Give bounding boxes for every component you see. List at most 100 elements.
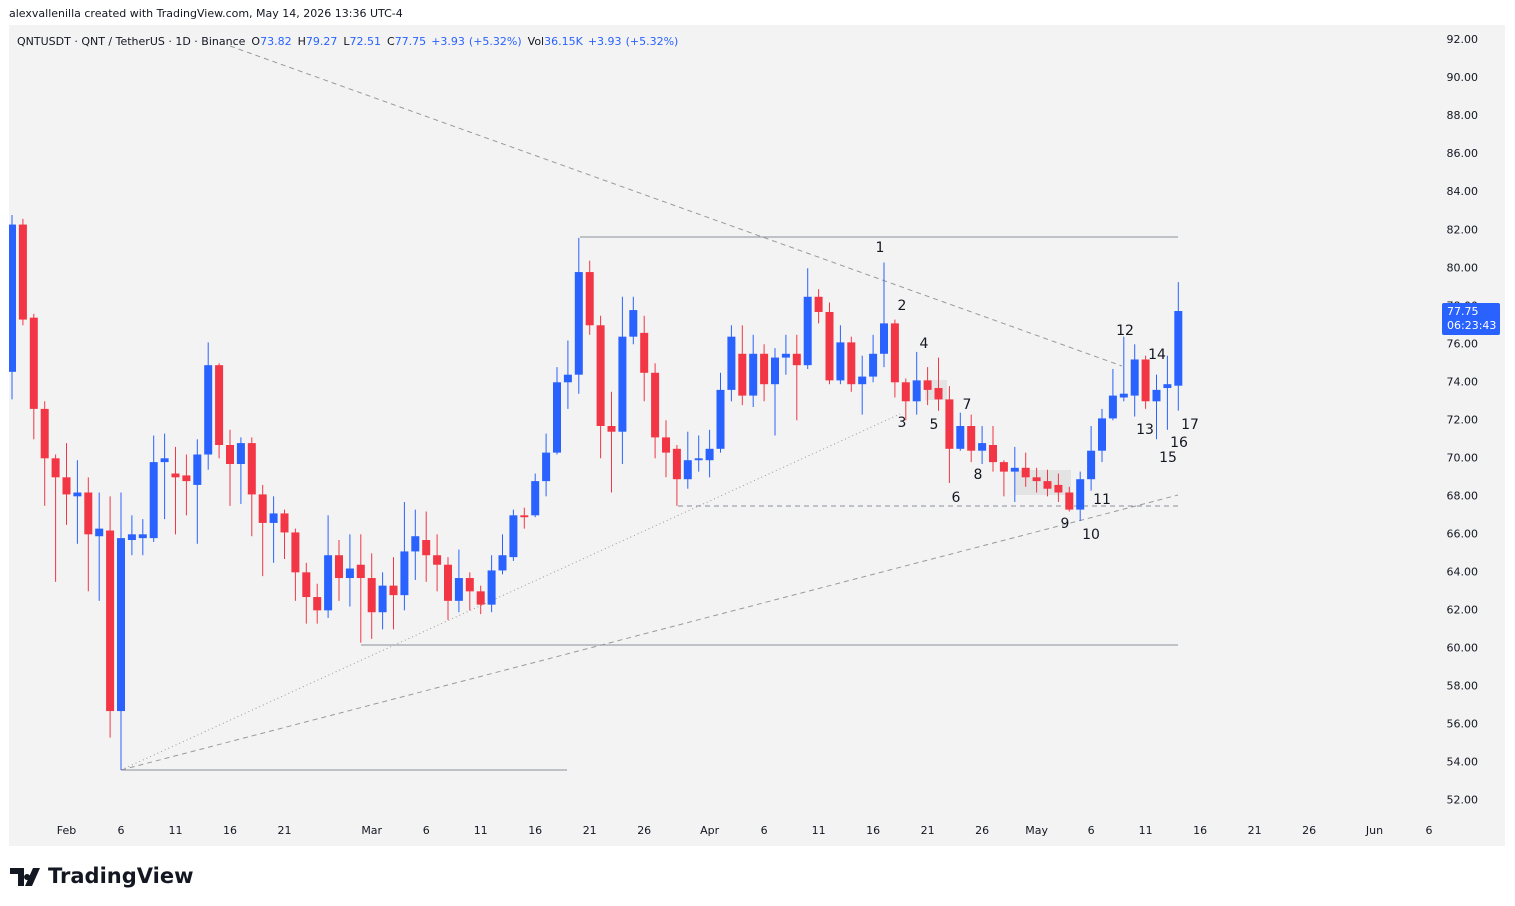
change: +3.93 — [431, 35, 465, 48]
x-tick-label: 6 — [118, 824, 125, 837]
candle-body — [40, 408, 49, 459]
candle-body — [226, 445, 234, 465]
x-tick-label: Feb — [57, 824, 76, 837]
candle-body — [901, 382, 910, 402]
candle-body — [563, 374, 572, 383]
volume-change-pct: (+5.32%) — [626, 35, 679, 48]
x-tick-label: 11 — [812, 824, 826, 837]
volume-label: Vol — [528, 35, 544, 48]
candle-body — [629, 310, 638, 337]
candle-body — [781, 353, 790, 358]
candle-body — [400, 551, 409, 596]
candle-body — [727, 336, 736, 390]
x-tick-label: 16 — [528, 824, 542, 837]
candle-body — [792, 353, 801, 366]
candle-body — [585, 272, 594, 326]
candle-body — [127, 534, 136, 541]
candle-body — [51, 458, 60, 478]
candle-body — [803, 296, 812, 366]
y-tick-label: 56.00 — [1447, 717, 1479, 730]
candle-body — [683, 460, 692, 480]
annotation: 3 — [898, 415, 907, 431]
candle-body — [1130, 359, 1139, 396]
candle-body — [138, 534, 147, 539]
candles — [9, 215, 1183, 770]
x-tick-label: 11 — [169, 824, 183, 837]
candle-body — [171, 473, 180, 478]
candle-body — [1087, 450, 1096, 480]
y-tick-label: 66.00 — [1447, 527, 1479, 540]
x-tick-label: 16 — [223, 824, 237, 837]
candle-body — [934, 387, 943, 400]
candle-body — [956, 425, 965, 449]
annotation: 13 — [1136, 422, 1154, 438]
y-tick-label: 72.00 — [1447, 413, 1479, 426]
annotation: 7 — [963, 397, 972, 413]
y-tick-label: 74.00 — [1447, 375, 1479, 388]
candle-body — [890, 323, 899, 383]
x-tick-label: 6 — [423, 824, 430, 837]
x-tick-label: 6 — [1426, 824, 1433, 837]
candle-body — [1174, 311, 1183, 386]
candle-body — [716, 389, 725, 449]
candle-body — [607, 425, 616, 432]
candle-body — [280, 513, 289, 533]
candle-body — [204, 365, 213, 455]
candle-body — [335, 555, 343, 579]
x-tick-label: 26 — [637, 824, 651, 837]
annotation: 4 — [920, 336, 929, 352]
annotation: 16 — [1170, 435, 1188, 451]
x-tick-label: May — [1025, 824, 1048, 837]
annotation: 8 — [974, 467, 983, 483]
candle-body — [73, 492, 82, 497]
candle-body — [945, 399, 954, 449]
candle-body — [1065, 492, 1074, 510]
x-tick-label: 11 — [474, 824, 488, 837]
trendline — [229, 45, 1123, 367]
y-tick-label: 52.00 — [1447, 793, 1479, 806]
candle-body — [912, 380, 921, 402]
x-tick-label: 6 — [1088, 824, 1095, 837]
y-tick-label: 84.00 — [1447, 185, 1479, 198]
candle-body — [215, 365, 224, 446]
y-tick-label: 92.00 — [1447, 33, 1479, 46]
candle-body — [520, 515, 529, 518]
candle-body — [880, 323, 888, 354]
x-tick-label: 21 — [583, 824, 597, 837]
candle-body — [433, 555, 442, 565]
candle-body — [291, 532, 300, 573]
candle-body — [1108, 395, 1117, 419]
credit: alexvallenilla created with TradingView.… — [9, 7, 403, 20]
field-label: O — [251, 35, 260, 48]
candle-body — [1141, 359, 1150, 402]
candle-body — [923, 380, 932, 390]
volume: 36.15K — [544, 35, 583, 48]
candle-body — [760, 353, 769, 385]
candle-body — [749, 353, 758, 396]
brand-name: TradingView — [48, 864, 193, 888]
candle-body — [345, 568, 354, 579]
x-tick-label: Jun — [1365, 824, 1383, 837]
candle-body — [29, 317, 38, 409]
y-tick-label: 62.00 — [1447, 603, 1479, 616]
candle-body — [847, 342, 856, 385]
candle-body — [1098, 418, 1106, 451]
x-tick-label: 16 — [866, 824, 880, 837]
candle-body — [18, 224, 27, 320]
annotation: 14 — [1148, 347, 1166, 363]
change-pct: (+5.32%) — [469, 35, 522, 48]
candle-body — [476, 591, 485, 605]
annotation: 15 — [1159, 450, 1177, 466]
y-tick-label: 60.00 — [1447, 641, 1479, 654]
candle-body — [967, 425, 976, 451]
x-tick-label: 26 — [975, 824, 989, 837]
candle-body — [1163, 384, 1172, 388]
candle-body — [498, 555, 507, 571]
annotation: 12 — [1116, 323, 1134, 339]
candle-body — [651, 372, 660, 438]
candle-body — [694, 458, 703, 461]
candle-body — [672, 448, 681, 480]
candle-body — [738, 353, 747, 396]
y-tick-label: 76.00 — [1447, 337, 1479, 350]
